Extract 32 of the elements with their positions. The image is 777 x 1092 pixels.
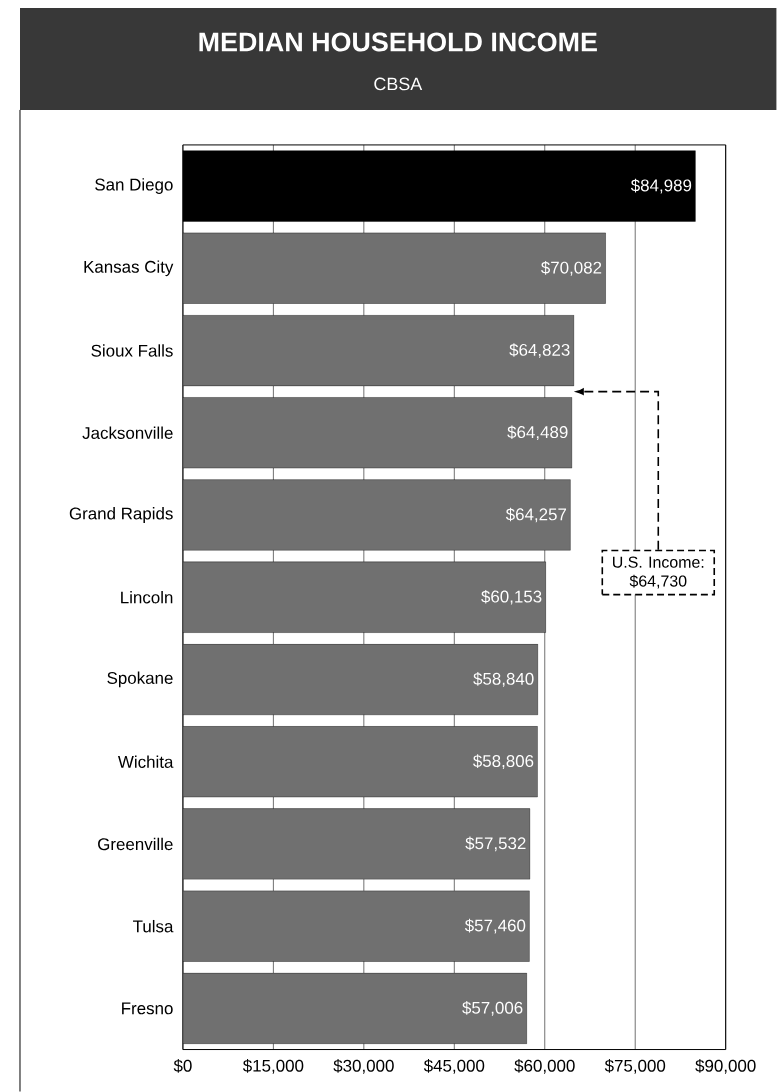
y-tick-label: Kansas City — [84, 260, 174, 277]
data-label: $64,489 — [507, 425, 568, 441]
annotation: U.S. Income: $64,730 — [613, 556, 704, 589]
data-label: $58,806 — [473, 754, 534, 770]
y-tick-label: Spokane — [107, 671, 173, 688]
x-tick-label: $30,000 — [333, 1059, 394, 1074]
chart-subtitle: CBSA — [374, 77, 423, 91]
data-label: $84,989 — [631, 178, 692, 194]
data-label: $64,257 — [506, 507, 567, 523]
chart-title: MEDIAN HOUSEHOLD INCOME — [199, 32, 598, 52]
data-label: $60,153 — [481, 589, 542, 605]
y-tick-label: Jacksonville — [82, 426, 173, 439]
y-tick-label: Tulsa — [133, 919, 174, 933]
y-tick-label: Greenville — [98, 837, 173, 851]
y-tick-label: Sioux Falls — [91, 344, 173, 357]
x-tick-label: $0 — [173, 1059, 192, 1073]
data-label: $57,532 — [465, 836, 526, 852]
x-tick-label: $90,000 — [695, 1059, 756, 1074]
y-tick-label: Lincoln — [121, 591, 173, 604]
data-label: $57,006 — [462, 1001, 523, 1016]
x-tick-label: $15,000 — [243, 1059, 304, 1074]
x-tick-label: $45,000 — [424, 1059, 485, 1074]
y-tick-label: San Diego — [95, 178, 173, 194]
data-label: $58,840 — [473, 672, 534, 687]
y-tick-label: Wichita — [118, 755, 174, 768]
x-tick-label: $75,000 — [604, 1059, 666, 1074]
data-label: $70,082 — [541, 260, 602, 276]
y-tick-label: Grand Rapids — [69, 507, 173, 523]
x-tick-label: $60,000 — [514, 1059, 575, 1074]
data-label: $64,823 — [509, 343, 570, 358]
data-label: $57,460 — [465, 918, 526, 934]
y-tick-label: Fresno — [122, 1002, 173, 1015]
